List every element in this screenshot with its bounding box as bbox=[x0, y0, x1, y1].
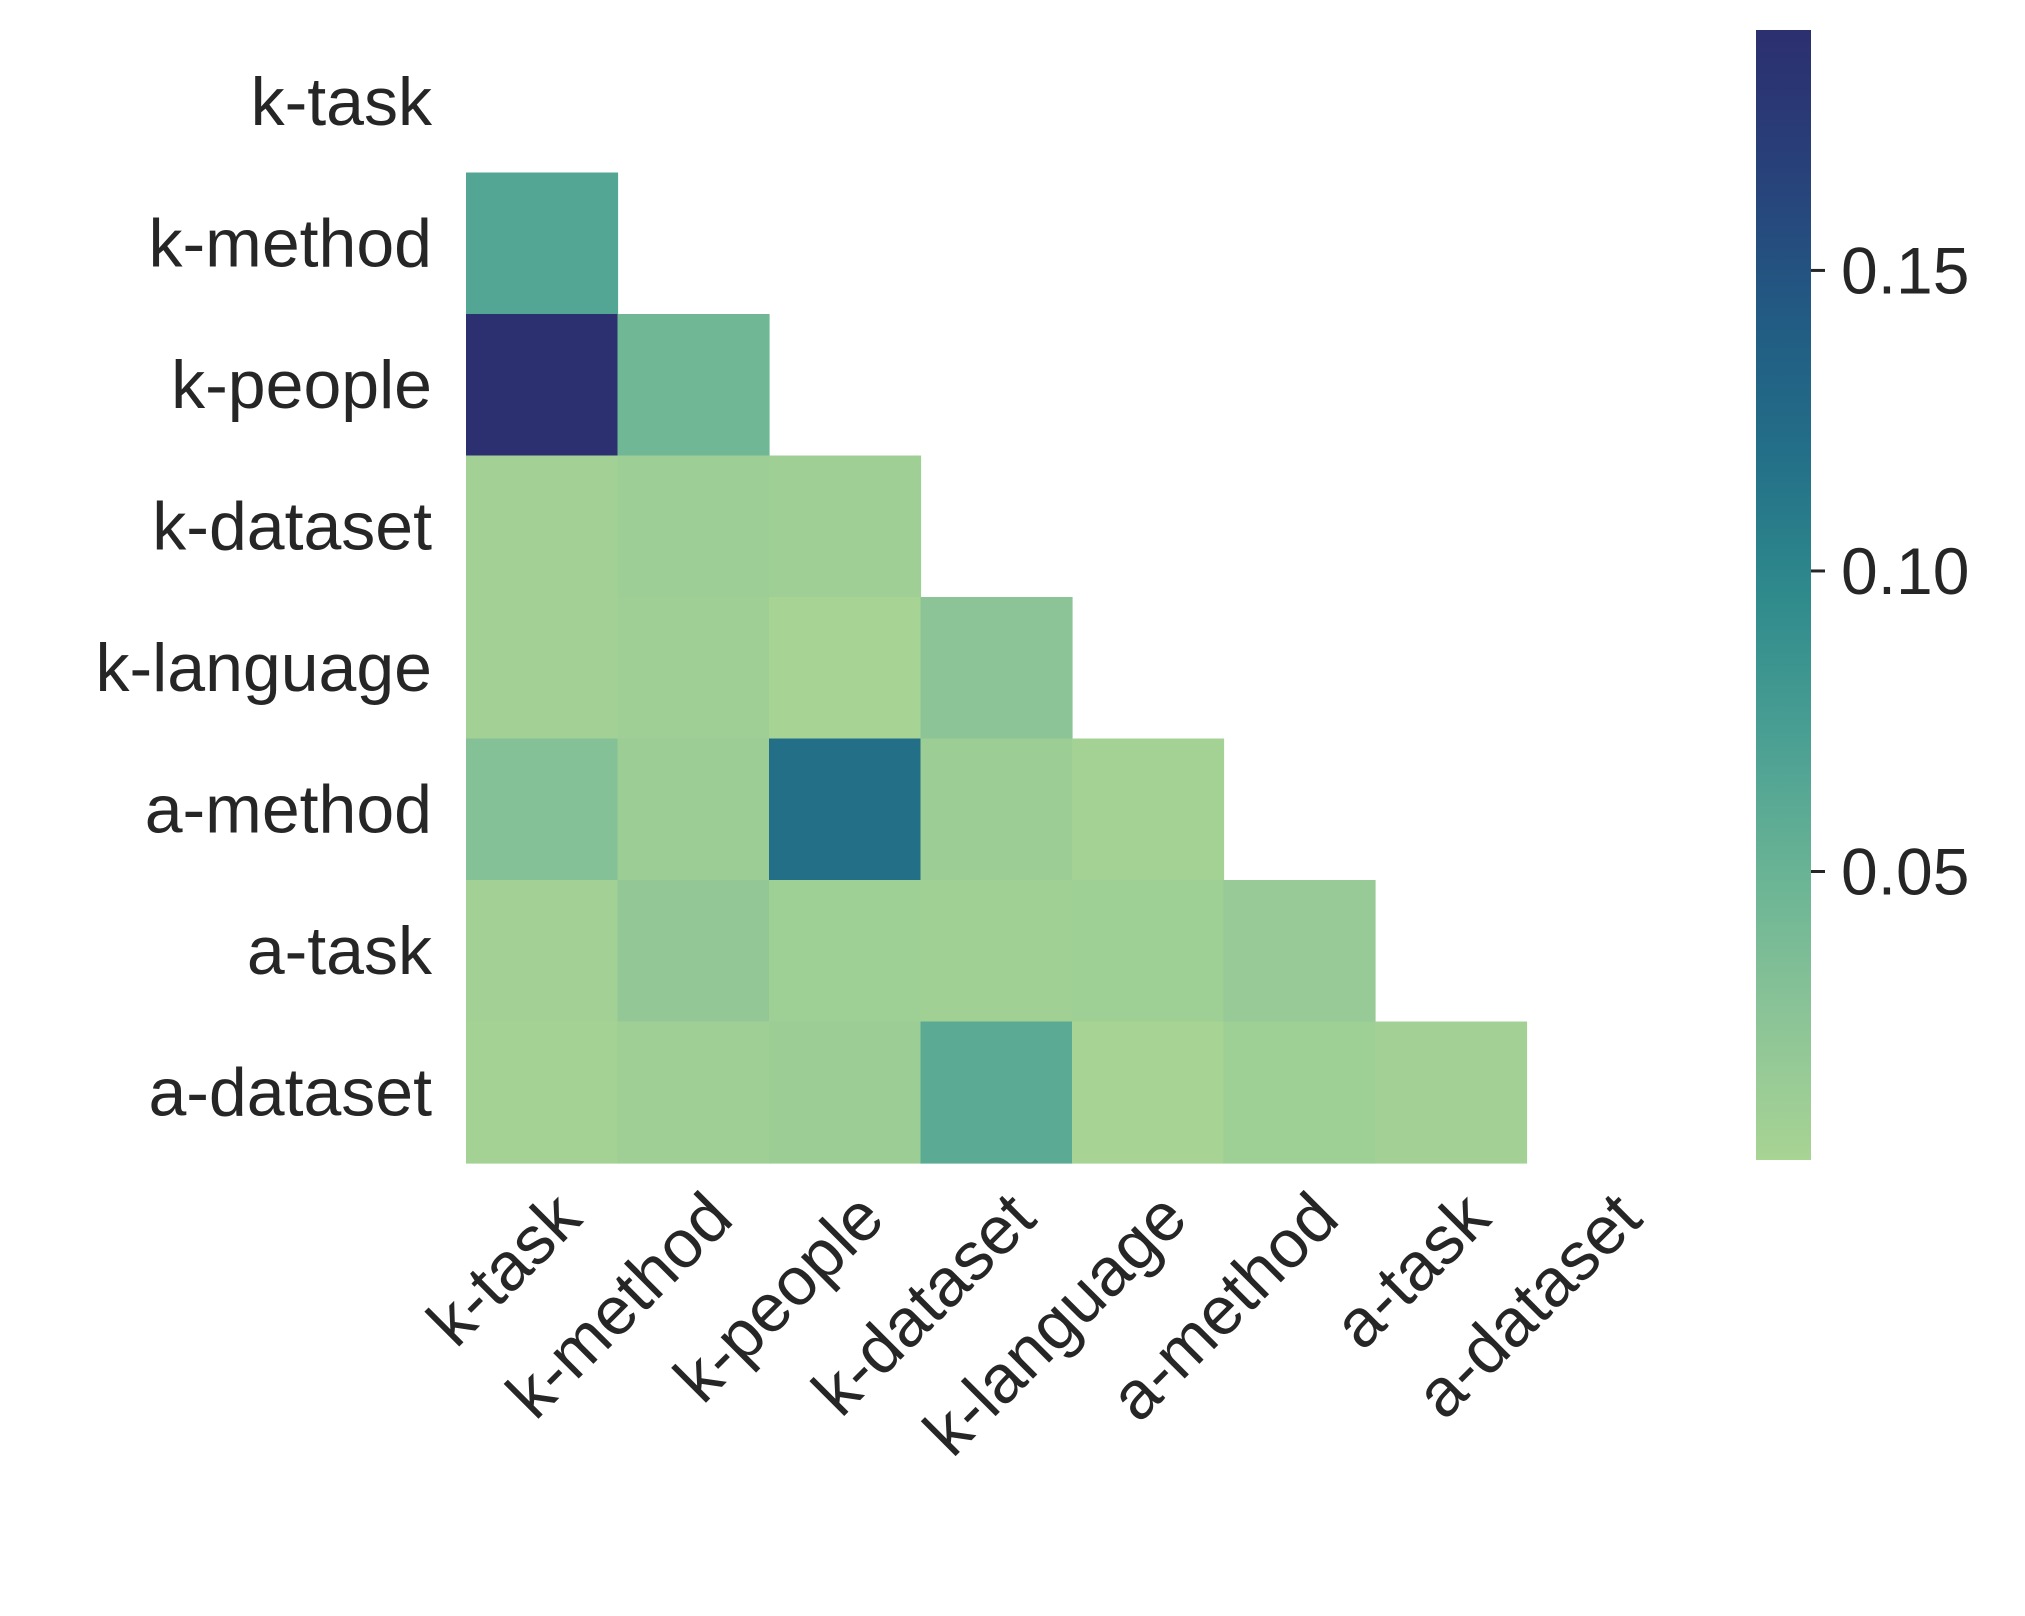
colorbar-ticks: 0.05 0.10 0.15 bbox=[1811, 233, 1969, 908]
x-axis-labels: k-taskk-methodk-peoplek-datasetk-languag… bbox=[413, 1178, 1656, 1470]
colorbar-gradient bbox=[1756, 30, 1811, 1160]
heatmap-cell bbox=[466, 1021, 619, 1164]
heatmap-cell bbox=[617, 597, 770, 740]
y-tick-label: k-language bbox=[96, 630, 432, 706]
heatmap-cell bbox=[1072, 738, 1225, 881]
heatmap-cell bbox=[617, 738, 770, 881]
heatmap-cell bbox=[466, 172, 619, 315]
heatmap-cell bbox=[769, 738, 922, 881]
heatmap-cell bbox=[769, 597, 922, 740]
colorbar-tick-label: 0.15 bbox=[1841, 233, 1969, 307]
heatmap-cell bbox=[1072, 1021, 1225, 1164]
heatmap-cell bbox=[769, 1021, 922, 1164]
y-tick-label: k-people bbox=[171, 347, 432, 423]
heatmap-cell bbox=[466, 314, 619, 457]
colorbar: 0.05 0.10 0.15 bbox=[1756, 30, 1969, 1160]
heatmap-cell bbox=[1375, 1021, 1528, 1164]
heatmap-cell bbox=[617, 880, 770, 1023]
heatmap-cell bbox=[466, 597, 619, 740]
heatmap-cell bbox=[920, 738, 1073, 881]
y-tick-label: k-method bbox=[149, 205, 432, 281]
heatmap-cells bbox=[466, 172, 1528, 1164]
y-tick-label: a-dataset bbox=[148, 1054, 432, 1130]
heatmap-cell bbox=[617, 1021, 770, 1164]
heatmap-cell bbox=[1072, 880, 1225, 1023]
heatmap-cell bbox=[466, 880, 619, 1023]
heatmap-cell bbox=[617, 314, 770, 457]
y-tick-label: k-task bbox=[251, 64, 433, 140]
heatmap-cell bbox=[1223, 880, 1376, 1023]
y-tick-label: k-dataset bbox=[152, 488, 432, 564]
y-tick-label: a-method bbox=[145, 771, 432, 847]
colorbar-tick-label: 0.10 bbox=[1841, 534, 1969, 608]
heatmap-cell bbox=[1223, 1021, 1376, 1164]
heatmap-cell bbox=[920, 597, 1073, 740]
y-axis-labels: k-task k-method k-people k-dataset k-languag… bbox=[96, 64, 433, 1131]
heatmap-cell bbox=[466, 455, 619, 598]
heatmap-cell bbox=[769, 455, 922, 598]
y-tick-label: a-task bbox=[247, 913, 433, 989]
heatmap-cell bbox=[920, 1021, 1073, 1164]
colorbar-tick-label: 0.05 bbox=[1841, 834, 1969, 908]
heatmap-cell bbox=[769, 880, 922, 1023]
heatmap-cell bbox=[920, 880, 1073, 1023]
heatmap-cell bbox=[617, 455, 770, 598]
heatmap-cell bbox=[466, 738, 619, 881]
